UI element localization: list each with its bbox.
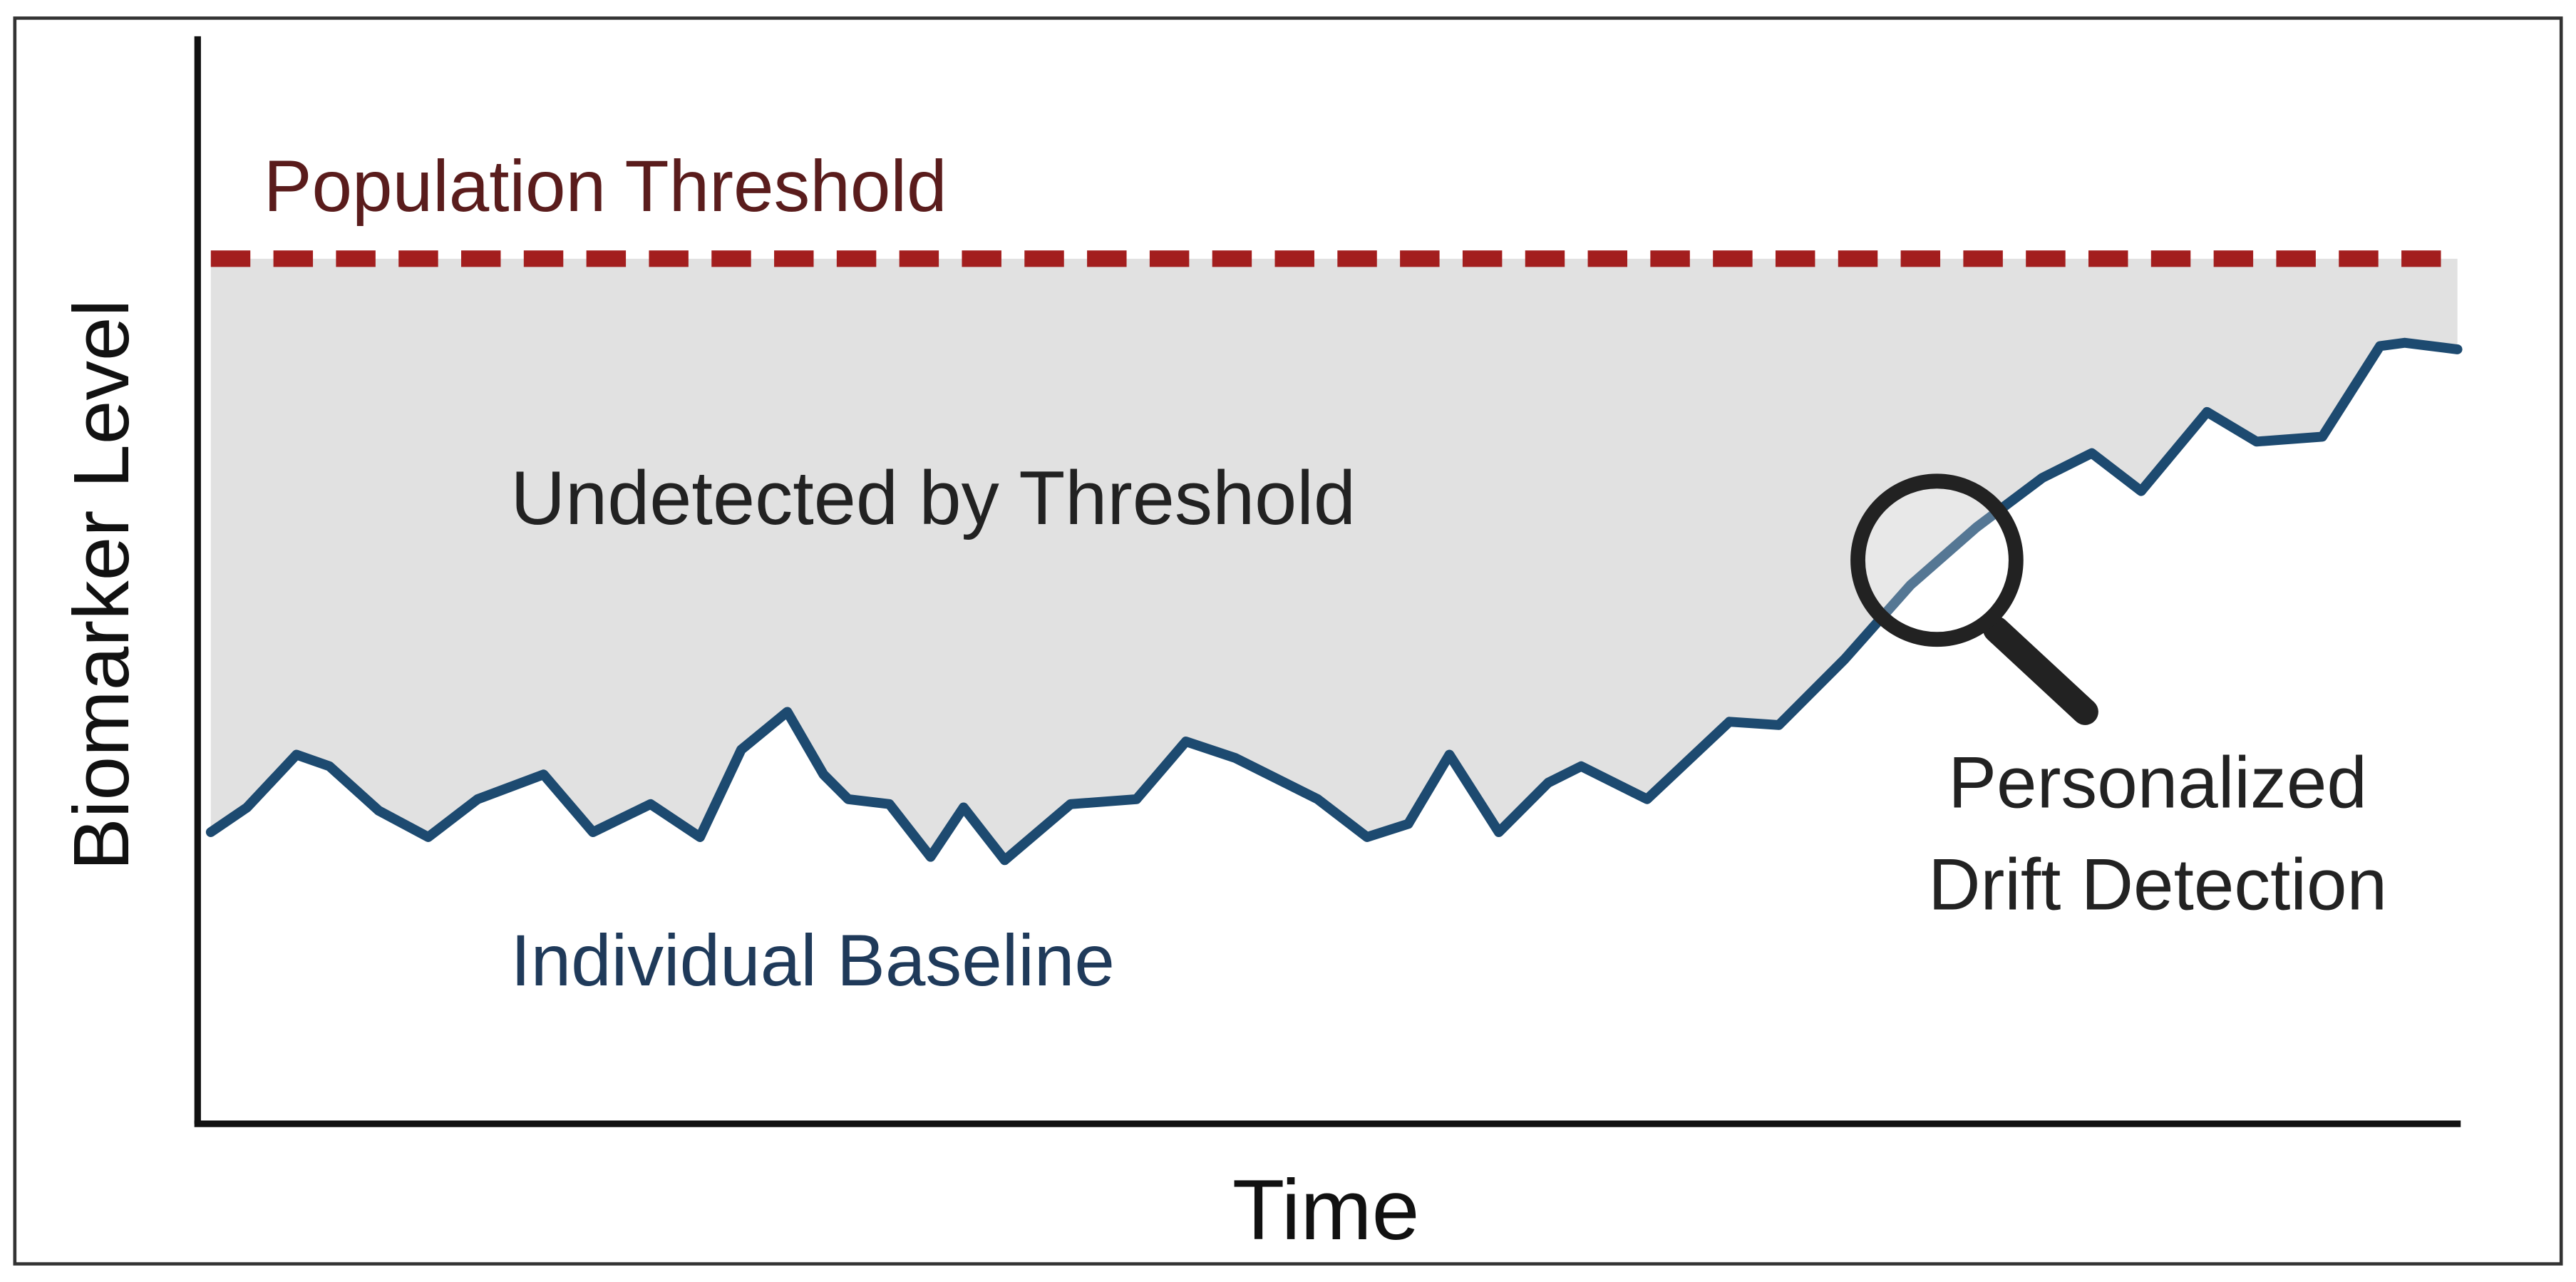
undetected-region [210, 258, 2458, 861]
detection-label: Drift Detection [1928, 844, 2387, 925]
frame [13, 16, 2563, 1266]
y-axis-label: Biomarker Level [57, 299, 145, 871]
region-label: Undetected by Threshold [510, 456, 1356, 540]
detection-label: Personalized [1948, 742, 2367, 823]
threshold-label: Population Threshold [264, 145, 947, 227]
magnifier-icon [1850, 473, 2098, 725]
baseline-label: Individual Baseline [510, 920, 1115, 1001]
x-axis-label: Time [1232, 1162, 1420, 1258]
biomarker-curve [205, 337, 2463, 866]
